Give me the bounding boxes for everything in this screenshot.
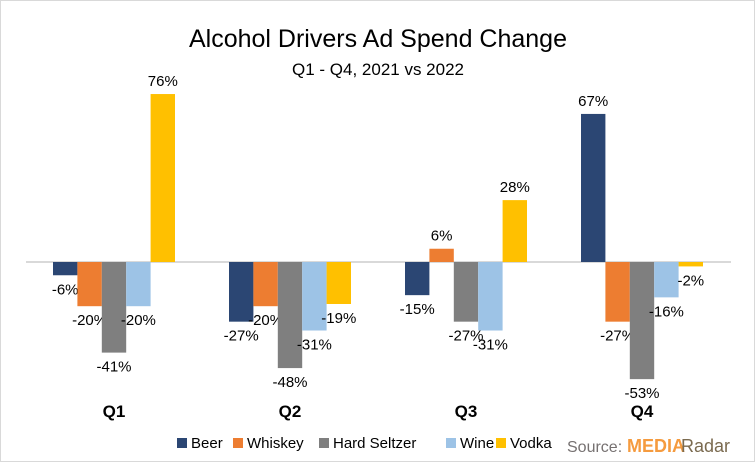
data-label: -31% (297, 337, 332, 354)
data-label: -16% (649, 303, 684, 320)
data-label: -27% (224, 328, 259, 345)
data-label: 28% (500, 179, 530, 196)
mediaradar-logo-radar: Radar (681, 436, 730, 456)
bar-wine-q1 (126, 262, 151, 307)
legend-item-vodka: Vodka (496, 435, 552, 452)
legend-label: Beer (191, 435, 223, 452)
bar-vodka-q2 (326, 262, 351, 304)
bar-beer-q3 (405, 262, 430, 296)
data-label: 67% (578, 93, 608, 110)
legend-label: Hard Seltzer (333, 435, 416, 452)
bar-wine-q4 (654, 262, 679, 298)
legend-label: Whiskey (247, 435, 304, 452)
data-label: -48% (272, 374, 307, 391)
data-label: -27% (448, 328, 483, 345)
data-label: -15% (400, 301, 435, 318)
mediaradar-logo-media: MEDIA (627, 436, 685, 456)
data-label: -6% (52, 281, 79, 298)
bar-hard-seltzer-q2 (277, 262, 303, 369)
bar-vodka-q1 (150, 94, 175, 262)
bar-beer-q1 (53, 262, 78, 276)
data-label: -19% (321, 310, 356, 327)
data-label: -2% (677, 272, 704, 289)
bar-hard-seltzer-q4 (629, 262, 655, 380)
chart-title: Alcohol Drivers Ad Spend Change (189, 25, 567, 53)
bar-vodka-q4 (678, 262, 703, 267)
legend-swatch (177, 438, 187, 448)
legend-swatch (233, 438, 243, 448)
legend-item-beer: Beer (177, 435, 223, 452)
source-credit: Source: MEDIA Radar (567, 436, 730, 456)
category-label-q2: Q2 (279, 402, 302, 421)
legend-item-whiskey: Whiskey (233, 435, 304, 452)
bar-hard-seltzer-q1 (101, 262, 127, 353)
source-label: Source: (567, 439, 622, 456)
category-label-q3: Q3 (455, 402, 478, 421)
data-label: 6% (431, 228, 453, 245)
legend-swatch (496, 438, 506, 448)
bar-whiskey-q3 (429, 248, 454, 262)
bar-hard-seltzer-q3 (453, 262, 479, 322)
data-label: -20% (72, 312, 107, 329)
bar-whiskey-q1 (77, 262, 102, 307)
bar-beer-q2 (229, 262, 254, 322)
chart-subtitle: Q1 - Q4, 2021 vs 2022 (292, 60, 464, 79)
data-label: -53% (624, 385, 659, 402)
data-label: -41% (96, 359, 131, 376)
data-label: -31% (473, 337, 508, 354)
legend-swatch (319, 438, 329, 448)
category-label-q1: Q1 (103, 402, 126, 421)
data-label: -20% (248, 312, 283, 329)
bar-whiskey-q2 (253, 262, 278, 307)
data-label: 76% (148, 73, 178, 90)
legend-swatch (446, 438, 456, 448)
legend-label: Vodka (510, 435, 552, 452)
bar-beer-q4 (581, 113, 606, 263)
data-label: -27% (600, 328, 635, 345)
legend-item-wine: Wine (446, 435, 494, 452)
data-label: -20% (121, 312, 156, 329)
bar-vodka-q3 (502, 200, 527, 262)
bar-whiskey-q4 (605, 262, 630, 322)
bar-wine-q2 (302, 262, 327, 331)
legend-item-hard-seltzer: Hard Seltzer (319, 435, 416, 452)
category-label-q4: Q4 (631, 402, 654, 421)
bar-wine-q3 (478, 262, 503, 331)
legend-label: Wine (460, 435, 494, 452)
